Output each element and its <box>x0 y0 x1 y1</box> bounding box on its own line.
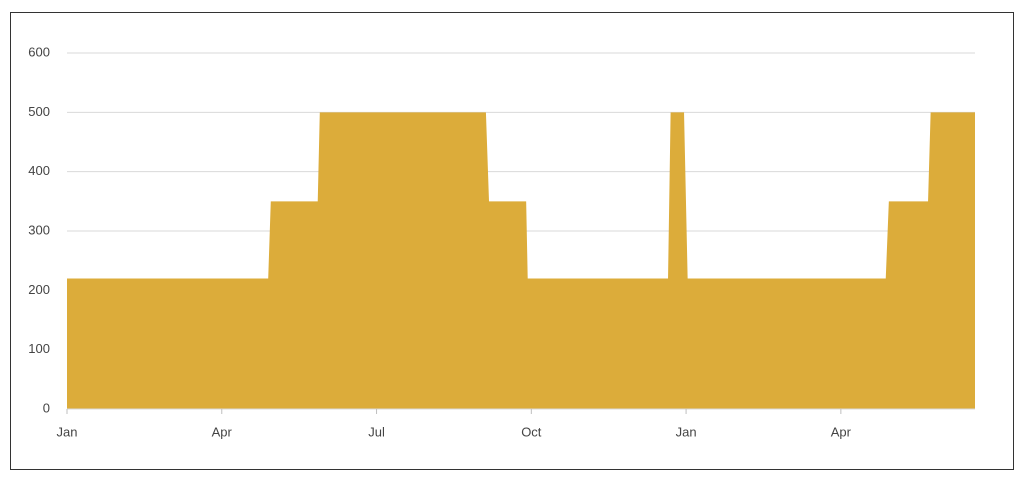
area <box>67 112 975 409</box>
x-tick-label: Jul <box>368 424 385 439</box>
x-tick-label: Jan <box>57 424 78 439</box>
x-tick-label: Apr <box>212 424 233 439</box>
y-tick-label: 0 <box>43 400 50 415</box>
x-tick-label: Jan <box>676 424 697 439</box>
x-tick-label: Apr <box>831 424 852 439</box>
y-tick-label: 300 <box>28 222 50 237</box>
y-tick-label: 400 <box>28 163 50 178</box>
y-tick-label: 100 <box>28 341 50 356</box>
y-tick-label: 600 <box>28 44 50 59</box>
y-tick-label: 500 <box>28 104 50 119</box>
x-tick-label: Oct <box>521 424 542 439</box>
y-tick-label: 200 <box>28 282 50 297</box>
